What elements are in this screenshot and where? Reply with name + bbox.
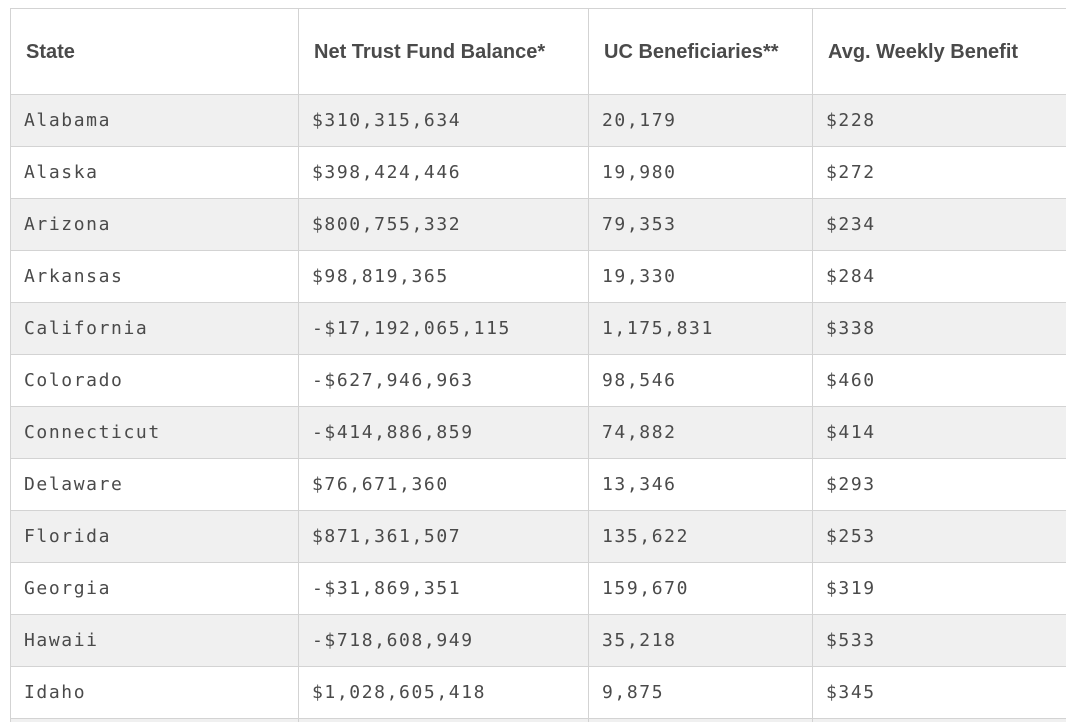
net-trust-fund-balance-cell: -$31,869,351 [298,562,589,615]
net-trust-fund-balance-cell: -$718,608,949 [298,614,589,667]
net-trust-fund-balance-cell: -$627,946,963 [298,354,589,407]
avg-weekly-benefit-cell: $284 [812,250,1066,303]
header-avg-weekly-benefit: Avg. Weekly Benefit [812,8,1066,95]
net-trust-fund-balance-cell: -$17,192,065,115 [298,302,589,355]
table-row: Colorado -$627,946,963 98,546 $460 [10,354,1066,407]
state-cell: Colorado [10,354,299,407]
avg-weekly-benefit-cell: $272 [812,146,1066,199]
table-row: California -$17,192,065,115 1,175,831 $338 [10,302,1066,355]
empty-cell [298,718,589,722]
empty-cell [812,718,1066,722]
state-benefits-table: State Net Trust Fund Balance* UC Benefic… [10,8,1066,722]
state-cell: Alabama [10,94,299,147]
uc-beneficiaries-cell: 19,330 [588,250,813,303]
uc-beneficiaries-cell: 13,346 [588,458,813,511]
uc-beneficiaries-cell: 9,875 [588,666,813,719]
avg-weekly-benefit-cell: $319 [812,562,1066,615]
avg-weekly-benefit-cell: $460 [812,354,1066,407]
uc-beneficiaries-cell: 35,218 [588,614,813,667]
state-cell: Arizona [10,198,299,251]
state-cell: Idaho [10,666,299,719]
table-row: Alaska $398,424,446 19,980 $272 [10,146,1066,199]
uc-beneficiaries-cell: 20,179 [588,94,813,147]
net-trust-fund-balance-cell: $98,819,365 [298,250,589,303]
table-row: Idaho $1,028,605,418 9,875 $345 [10,666,1066,719]
uc-beneficiaries-cell: 74,882 [588,406,813,459]
net-trust-fund-balance-cell: $76,671,360 [298,458,589,511]
avg-weekly-benefit-cell: $338 [812,302,1066,355]
avg-weekly-benefit-cell: $345 [812,666,1066,719]
empty-cell [588,718,813,722]
state-cell: Delaware [10,458,299,511]
avg-weekly-benefit-cell: $533 [812,614,1066,667]
net-trust-fund-balance-cell: $800,755,332 [298,198,589,251]
header-uc-beneficiaries: UC Beneficiaries** [588,8,813,95]
table-row: Arizona $800,755,332 79,353 $234 [10,198,1066,251]
state-cell: Alaska [10,146,299,199]
header-row: State Net Trust Fund Balance* UC Benefic… [10,8,1066,95]
state-cell: Florida [10,510,299,563]
avg-weekly-benefit-cell: $228 [812,94,1066,147]
state-cell: Hawaii [10,614,299,667]
state-cell: California [10,302,299,355]
table-row: Arkansas $98,819,365 19,330 $284 [10,250,1066,303]
net-trust-fund-balance-cell: $871,361,507 [298,510,589,563]
state-benefits-table-container: State Net Trust Fund Balance* UC Benefic… [10,8,1066,722]
table-header: State Net Trust Fund Balance* UC Benefic… [10,8,1066,95]
net-trust-fund-balance-cell: -$414,886,859 [298,406,589,459]
state-cell: Arkansas [10,250,299,303]
state-cell: Connecticut [10,406,299,459]
table-row: Alabama $310,315,634 20,179 $228 [10,94,1066,147]
table-row: Georgia -$31,869,351 159,670 $319 [10,562,1066,615]
avg-weekly-benefit-cell: $234 [812,198,1066,251]
net-trust-fund-balance-cell: $1,028,605,418 [298,666,589,719]
avg-weekly-benefit-cell: $414 [812,406,1066,459]
net-trust-fund-balance-cell: $398,424,446 [298,146,589,199]
state-cell: Georgia [10,562,299,615]
table-row: Hawaii -$718,608,949 35,218 $533 [10,614,1066,667]
empty-cell [10,718,299,722]
uc-beneficiaries-cell: 98,546 [588,354,813,407]
uc-beneficiaries-cell: 135,622 [588,510,813,563]
table-row: Florida $871,361,507 135,622 $253 [10,510,1066,563]
table-row: Delaware $76,671,360 13,346 $293 [10,458,1066,511]
header-net-trust-fund-balance: Net Trust Fund Balance* [298,8,589,95]
uc-beneficiaries-cell: 19,980 [588,146,813,199]
table-body: Alabama $310,315,634 20,179 $228 Alaska $398,… [10,94,1066,722]
table-row-partial [10,718,1066,722]
table-row: Connecticut -$414,886,859 74,882 $414 [10,406,1066,459]
uc-beneficiaries-cell: 1,175,831 [588,302,813,355]
header-state: State [10,8,299,95]
avg-weekly-benefit-cell: $293 [812,458,1066,511]
avg-weekly-benefit-cell: $253 [812,510,1066,563]
uc-beneficiaries-cell: 79,353 [588,198,813,251]
net-trust-fund-balance-cell: $310,315,634 [298,94,589,147]
uc-beneficiaries-cell: 159,670 [588,562,813,615]
